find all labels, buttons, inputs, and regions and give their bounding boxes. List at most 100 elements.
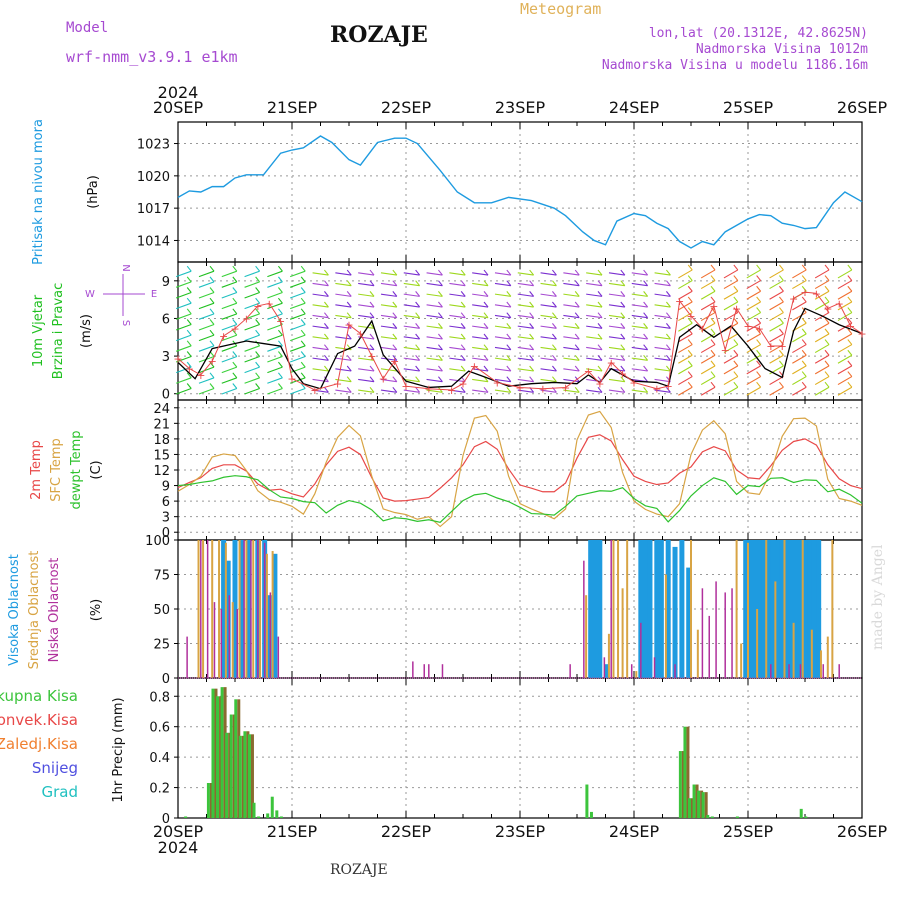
wind-barb-flag — [186, 383, 192, 389]
wind-barb — [678, 301, 693, 311]
wind-barb-flag — [415, 365, 421, 372]
wind-barb-flag — [415, 312, 421, 319]
wind-barb — [494, 325, 511, 329]
cloud-bar-2 — [583, 560, 585, 678]
precip-legend-4: Grad — [41, 783, 78, 801]
wind-barb — [746, 376, 761, 386]
precip-bar-conv — [209, 783, 213, 818]
cloud-bar-0 — [766, 540, 772, 678]
y-tick-label: 0.8 — [149, 690, 170, 705]
wind-barb — [472, 304, 489, 308]
wind-barb-flag — [277, 287, 283, 293]
wind-barb — [358, 368, 375, 372]
y-tick-label: 100 — [145, 534, 170, 549]
wind-barb — [586, 272, 603, 276]
wind-barb — [746, 290, 761, 300]
wind-gust-marker: + — [333, 378, 342, 391]
compass-w: W — [85, 289, 95, 300]
wind-barb-flag — [209, 276, 215, 283]
precip-bar-conv — [241, 735, 245, 818]
wind-barb — [814, 322, 830, 332]
wind-barb — [494, 368, 511, 372]
wind-barb — [746, 301, 761, 311]
x-tick-label-bottom: 25SEP — [723, 822, 774, 841]
wind-barb-flag — [323, 376, 329, 383]
wind-gust-marker: + — [173, 353, 182, 366]
wind-gust-marker: + — [835, 297, 844, 310]
wind-barb-flag — [710, 371, 716, 377]
wind-barb-flag — [597, 365, 603, 372]
cloud-bar-1 — [224, 542, 227, 678]
precip-bar-total — [266, 813, 270, 818]
wind-barb-flag — [710, 339, 716, 345]
wind-barb — [631, 368, 648, 372]
wind-barb — [814, 290, 830, 300]
wind-barb — [746, 386, 761, 396]
cloud-bar-2 — [724, 592, 726, 678]
wind-barb — [700, 386, 716, 396]
wind-barb — [540, 282, 557, 287]
wind-barb-flag — [346, 365, 352, 372]
cloud-bar-2 — [186, 636, 188, 678]
wind-barb-flag — [369, 280, 375, 287]
wind-barb-flag — [460, 291, 466, 297]
wind-barb — [289, 313, 306, 320]
wind-gust-marker: + — [607, 356, 616, 369]
cloud-bar-2 — [653, 657, 656, 678]
wind-barb — [723, 290, 739, 300]
wind-barb-flag — [437, 291, 443, 297]
wind-barb — [494, 304, 511, 308]
wind-barb — [403, 272, 420, 276]
y-tick-label: 3 — [162, 350, 170, 365]
cloud-bar-0 — [638, 540, 644, 678]
precip-legend-3: Snijeg — [32, 759, 78, 777]
wind-barb-flag — [733, 360, 739, 367]
wind-barb-flag — [756, 285, 762, 292]
cloud-bar-0 — [654, 540, 660, 678]
wind-barb — [449, 325, 466, 329]
wind-barb — [837, 344, 853, 354]
wind-barb-flag — [733, 264, 739, 271]
y-tick-label: 0.4 — [149, 751, 170, 766]
wind-barb — [678, 354, 693, 364]
cloud-bar-2 — [263, 542, 266, 678]
wind-barb — [586, 282, 603, 287]
wind-barb — [654, 357, 671, 361]
wind-barb-flag — [733, 349, 739, 356]
wind-barb-flag — [300, 351, 306, 357]
wind-barb — [631, 304, 648, 308]
wind-barb-flag — [778, 296, 784, 303]
wind-barb — [426, 293, 443, 297]
wind-barb-flag — [506, 301, 512, 308]
wind-barb-flag — [801, 381, 807, 388]
precip-legend-2: Zaledj.Kisa — [0, 735, 78, 753]
wind-barb-flag — [824, 307, 830, 313]
wind-barb-flag — [300, 372, 306, 379]
wind-barb-flag — [551, 333, 557, 340]
wind-barb — [814, 376, 830, 386]
cloud-bar-1 — [585, 595, 588, 678]
wind-barb-flag — [778, 349, 784, 356]
y-tick-label: 18 — [153, 433, 170, 448]
wind-barb — [494, 282, 511, 287]
cloud-bar-0 — [784, 540, 790, 678]
cloud-bar-0 — [225, 560, 231, 678]
y-tick-label: 15 — [153, 448, 170, 463]
precip-bar-total — [270, 796, 274, 818]
wind-barb — [792, 344, 807, 354]
wind-barb — [563, 378, 580, 383]
wind-barb — [449, 368, 466, 372]
wind-barb — [198, 302, 215, 310]
wind-ylabel-2: Brzina i Pravac — [51, 283, 66, 380]
wind-barb-flag — [801, 275, 807, 281]
wind-barb-flag — [255, 276, 261, 283]
wind-barb — [449, 272, 466, 276]
wind-barb-flag — [392, 280, 398, 287]
wind-barb-flag — [620, 333, 626, 340]
wind-barb — [563, 293, 580, 297]
wind-barb-flag — [323, 280, 329, 287]
wind-barb — [540, 389, 557, 393]
wind-barb — [380, 293, 397, 297]
wind-barb-flag — [801, 349, 807, 356]
